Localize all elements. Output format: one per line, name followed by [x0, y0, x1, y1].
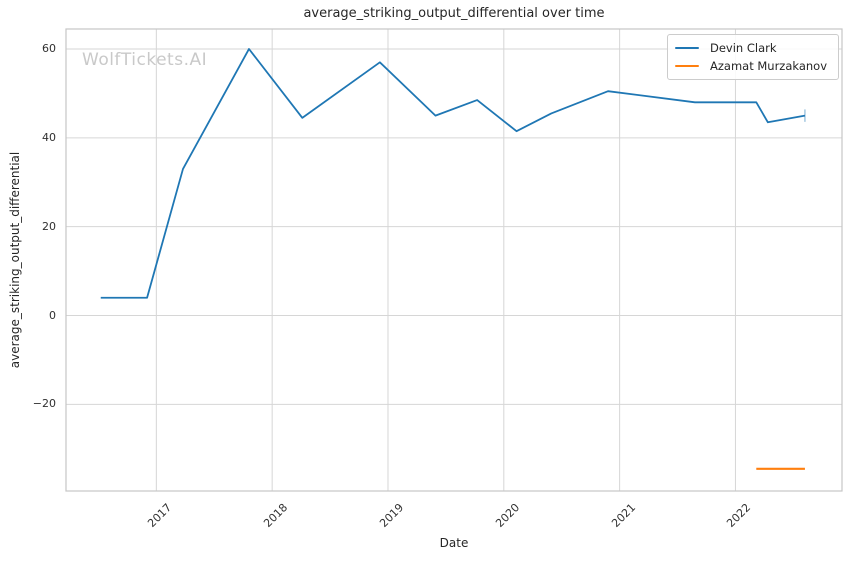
- y-axis-label: average_striking_output_differential: [8, 151, 22, 369]
- legend: Devin Clark Azamat Murzakanov: [667, 34, 839, 80]
- y-tick-label: 40: [42, 130, 56, 144]
- chart-title: average_striking_output_differential ove…: [303, 6, 605, 21]
- legend-item-devin-clark: Devin Clark: [675, 39, 832, 57]
- y-tick-label: 20: [42, 219, 56, 233]
- series-line-devin-clark: [100, 48, 806, 299]
- x-axis-label: Date: [439, 536, 469, 550]
- legend-label: Azamat Murzakanov: [710, 59, 828, 73]
- legend-line-swatch-blue-icon: [675, 46, 699, 50]
- watermark: WolfTickets.AI: [82, 50, 208, 70]
- legend-item-azamat-murzakanov: Azamat Murzakanov: [675, 57, 832, 75]
- legend-label: Devin Clark: [710, 41, 777, 55]
- y-tick-label: 60: [42, 41, 56, 55]
- y-tick-label: −20: [32, 397, 56, 411]
- legend-line-swatch-orange-icon: [675, 64, 699, 68]
- plot-border: [65, 28, 843, 492]
- y-tick-label: 0: [49, 308, 56, 322]
